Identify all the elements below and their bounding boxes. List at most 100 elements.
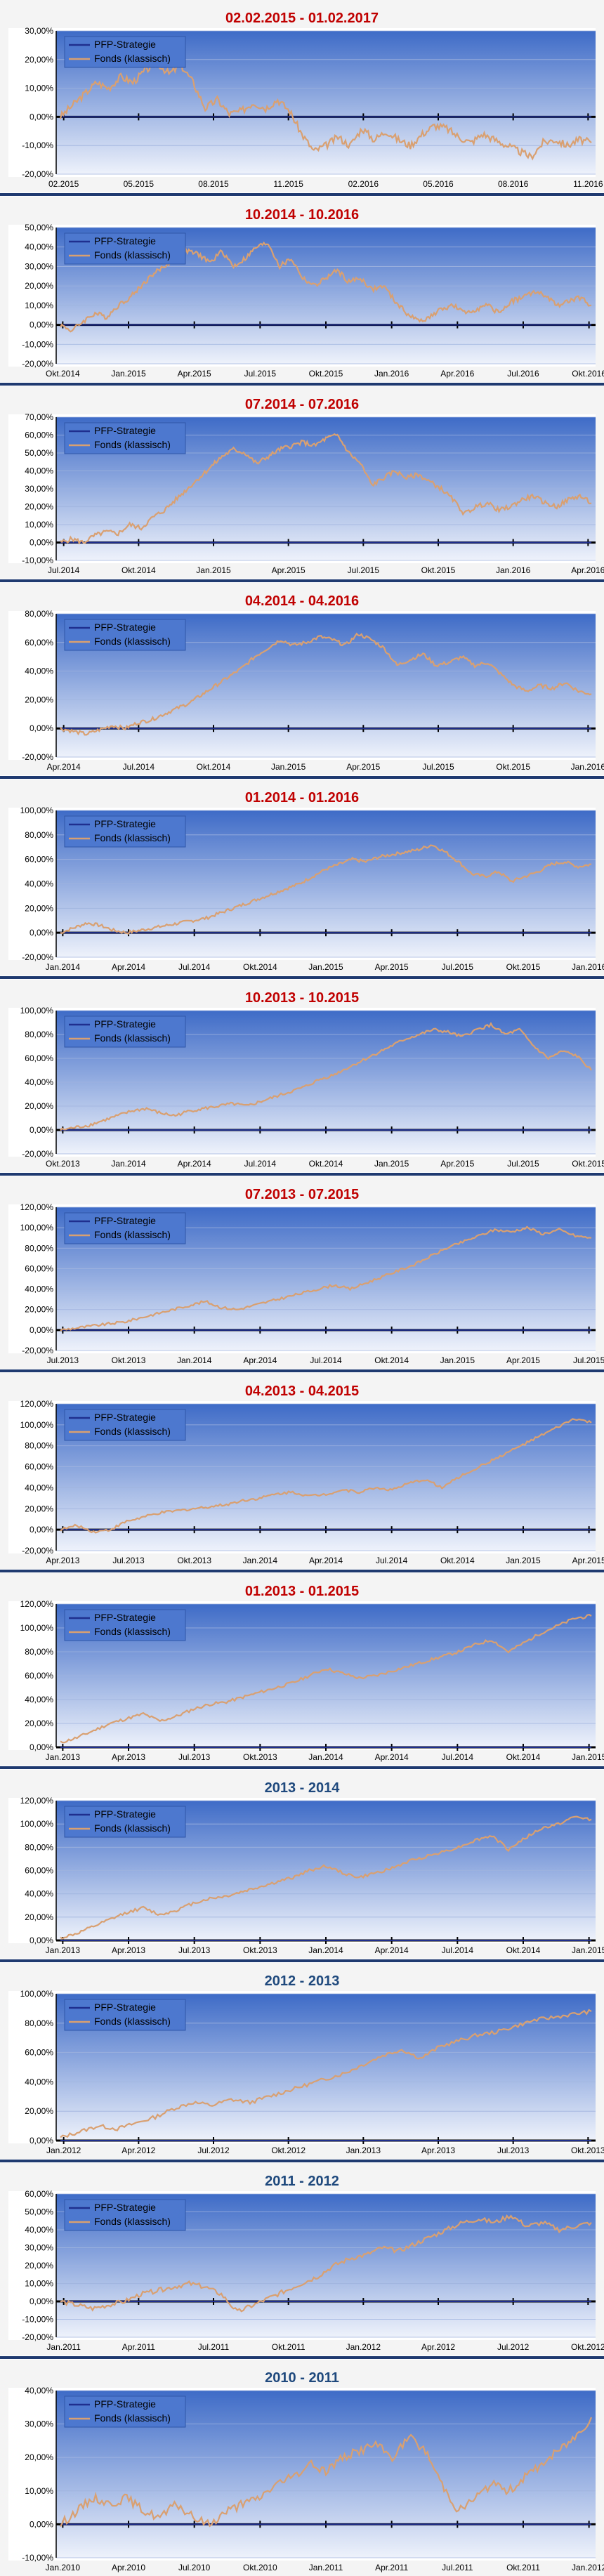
x-tick-label: Apr.2015 [440, 1159, 474, 1169]
y-tick-label: 50,00% [25, 2207, 53, 2217]
legend-label-fund: Fonds (klassisch) [94, 2216, 171, 2227]
legend-label-strategy: PFP-Strategie [94, 1612, 156, 1623]
chart-title: 02.02.2015 - 01.02.2017 [225, 11, 379, 26]
x-tick-label: Jan.2015 [271, 762, 306, 772]
legend-box [64, 2199, 186, 2231]
legend-label-strategy: PFP-Strategie [94, 818, 156, 829]
y-tick-label: 20,00% [25, 2452, 53, 2462]
x-tick-label: Okt.2014 [243, 962, 277, 972]
legend-label-fund: Fonds (klassisch) [94, 53, 171, 64]
x-tick-label: 05.2015 [124, 179, 155, 189]
y-tick-label: 0,00% [29, 1936, 53, 1945]
chart-title: 07.2014 - 07.2016 [245, 397, 359, 412]
x-tick-label: Apr.2013 [112, 1752, 145, 1762]
y-tick-label: 20,00% [25, 1912, 53, 1922]
x-tick-label: Jan.2016 [572, 962, 604, 972]
chart-title: 01.2013 - 01.2015 [245, 1584, 359, 1599]
series-line-fonds-klassisch [60, 1225, 592, 1332]
x-tick-label: Okt.2011 [506, 2563, 540, 2572]
y-tick-label: 120,00% [20, 1796, 54, 1806]
y-tick-label: 0,00% [29, 723, 53, 733]
y-tick-label: 40,00% [25, 1284, 53, 1294]
x-tick-label: Jan.2014 [111, 1159, 146, 1169]
chart-panel-9: 01.2013 - 01.2015 120,00% 100,00% 80,00% 60,… [0, 1573, 604, 1766]
y-tick-label: 100,00% [20, 1420, 54, 1430]
x-tick-label: Apr.2011 [122, 2342, 155, 2352]
y-tick-label: 10,00% [25, 84, 53, 93]
chart-panel-10: 2013 - 2014 120,00% 100,00% 80,00% 60,00% 40,… [0, 1770, 604, 1959]
chart-panel-1: 02.02.2015 - 01.02.2017 30,00% 20,00% 10,00… [0, 0, 604, 192]
y-tick-label: 30,00% [25, 2243, 53, 2253]
series-line-fonds-klassisch [60, 2417, 593, 2528]
x-tick-label: Jul.2014 [376, 1556, 408, 1565]
y-tick-label: -10,00% [22, 2315, 53, 2325]
y-tick-label: 40,00% [25, 242, 53, 252]
x-tick-label: Okt.2014 [309, 1159, 343, 1169]
chart-title: 10.2014 - 10.2016 [245, 207, 359, 223]
y-tick-label: -10,00% [22, 339, 53, 349]
legend-box [64, 619, 186, 651]
series-line-fonds-klassisch [60, 1614, 592, 1744]
x-tick-label: Apr.2016 [440, 369, 474, 379]
panel-separator [0, 383, 604, 386]
chart-panel-3: 07.2014 - 07.2016 70,00% 60,00% 50,00% 40,00… [0, 386, 604, 579]
series-line-fonds-klassisch [60, 844, 592, 935]
x-tick-label: Apr.2014 [112, 962, 145, 972]
chart-panel-12: 2011 - 2012 60,00% 50,00% 40,00% 30,00% 20,00… [0, 2163, 604, 2355]
legend-box [64, 1999, 186, 2031]
x-tick-label: Jul.2016 [507, 369, 539, 379]
legend-label-strategy: PFP-Strategie [94, 1808, 156, 1820]
x-tick-label: Apr.2013 [46, 1556, 79, 1565]
y-tick-label: 20,00% [25, 1101, 53, 1111]
chart-title: 2013 - 2014 [265, 1780, 341, 1796]
x-tick-label: Okt.2012 [571, 2342, 604, 2352]
legend-label-fund: Fonds (klassisch) [94, 439, 171, 450]
x-tick-label: Apr.2014 [375, 1945, 409, 1955]
x-tick-label: Jan.2013 [46, 1945, 81, 1955]
x-tick-label: Jul.2014 [48, 565, 80, 575]
y-tick-label: 80,00% [25, 1441, 53, 1451]
y-tick-label: 40,00% [25, 1077, 53, 1087]
x-tick-label: Okt.2015 [506, 962, 541, 972]
x-tick-label: Jul.2012 [497, 2342, 530, 2352]
y-tick-label: 20,00% [25, 695, 53, 704]
legend-label-fund: Fonds (klassisch) [94, 2016, 171, 2027]
legend-box [64, 36, 186, 68]
legend-label-fund: Fonds (klassisch) [94, 249, 171, 261]
legend-box [64, 1806, 186, 1838]
x-tick-label: Jan.2013 [346, 2145, 381, 2155]
x-tick-label: Jan.2011 [309, 2563, 343, 2572]
x-tick-label: Jan.2014 [243, 1556, 278, 1565]
x-tick-label: Jan.2015 [572, 1752, 604, 1762]
chart-title: 04.2014 - 04.2016 [245, 593, 359, 609]
series-line-fonds-klassisch [60, 1418, 592, 1534]
x-tick-label: Okt.2014 [506, 1945, 541, 1955]
x-tick-label: Jan.2011 [46, 2342, 81, 2352]
x-tick-label: Jan.2013 [46, 1752, 81, 1762]
y-tick-label: 60,00% [25, 1263, 53, 1273]
y-tick-label: -20,00% [22, 1149, 53, 1159]
y-tick-label: 80,00% [25, 1647, 53, 1657]
y-tick-label: 0,00% [29, 1742, 53, 1752]
x-tick-label: Jul.2014 [244, 1159, 277, 1169]
y-tick-label: 0,00% [29, 320, 53, 330]
y-tick-label: 50,00% [25, 223, 53, 232]
x-tick-label: 02.2016 [348, 179, 379, 189]
y-tick-label: 100,00% [20, 1223, 54, 1233]
panel-separator [0, 193, 604, 196]
x-tick-label: Apr.2012 [421, 2342, 455, 2352]
y-tick-label: 80,00% [25, 1842, 53, 1852]
x-tick-label: Jul.2013 [47, 1355, 79, 1365]
x-tick-label: Jan.2010 [46, 2563, 81, 2572]
legend-label-strategy: PFP-Strategie [94, 1018, 156, 1030]
x-tick-label: Jul.2012 [197, 2145, 230, 2155]
legend-box [64, 232, 186, 265]
x-tick-label: Okt.2013 [571, 2145, 604, 2155]
x-tick-label: Jan.2015 [374, 1159, 409, 1169]
y-tick-label: 40,00% [25, 1483, 53, 1492]
x-tick-label: Okt.2014 [197, 762, 231, 772]
y-tick-label: 60,00% [25, 431, 53, 440]
x-tick-label: Okt.2014 [374, 1355, 409, 1365]
x-tick-label: Apr.2016 [571, 565, 604, 575]
